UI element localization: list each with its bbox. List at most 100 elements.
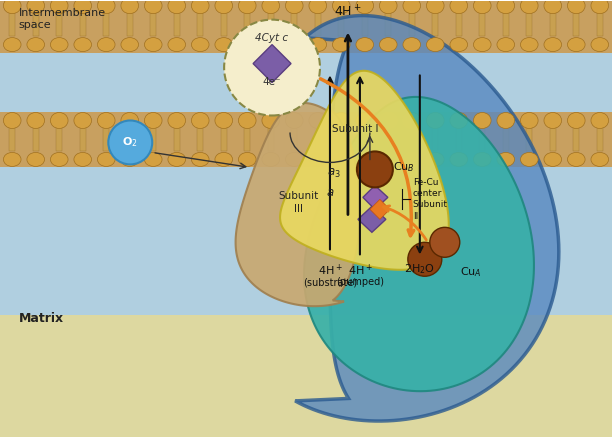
Ellipse shape [427,112,444,128]
Ellipse shape [591,153,608,166]
Ellipse shape [27,112,45,128]
Ellipse shape [332,0,350,14]
Ellipse shape [144,38,162,52]
Ellipse shape [121,38,138,52]
Ellipse shape [4,38,21,52]
FancyBboxPatch shape [456,9,462,36]
FancyBboxPatch shape [291,9,297,36]
FancyBboxPatch shape [9,9,15,36]
Ellipse shape [74,153,92,166]
Ellipse shape [74,112,92,128]
Ellipse shape [285,38,303,52]
Ellipse shape [168,0,185,14]
Text: (substrate): (substrate) [303,277,357,287]
Ellipse shape [4,112,21,128]
FancyBboxPatch shape [432,124,438,151]
FancyBboxPatch shape [526,9,532,36]
Ellipse shape [74,0,92,14]
Ellipse shape [168,38,185,52]
Ellipse shape [309,0,327,14]
Ellipse shape [567,0,585,14]
FancyBboxPatch shape [479,124,485,151]
Ellipse shape [379,38,397,52]
FancyBboxPatch shape [80,9,86,36]
FancyBboxPatch shape [221,124,226,151]
FancyBboxPatch shape [386,9,391,36]
Ellipse shape [144,112,162,128]
Ellipse shape [379,153,397,166]
Ellipse shape [379,112,397,128]
Ellipse shape [309,38,327,52]
Ellipse shape [332,38,350,52]
Ellipse shape [520,112,538,128]
Ellipse shape [379,0,397,14]
FancyBboxPatch shape [550,124,556,151]
Ellipse shape [520,0,538,14]
Polygon shape [295,16,559,421]
Ellipse shape [285,112,303,128]
Ellipse shape [544,0,562,14]
Polygon shape [304,97,534,391]
Ellipse shape [450,0,468,14]
FancyBboxPatch shape [338,124,344,151]
Ellipse shape [27,0,45,14]
FancyBboxPatch shape [244,124,250,151]
Text: 2H$_2$O: 2H$_2$O [405,262,435,276]
Ellipse shape [4,153,21,166]
FancyBboxPatch shape [1,112,611,167]
FancyBboxPatch shape [362,9,368,36]
Ellipse shape [332,153,350,166]
Polygon shape [370,199,390,219]
FancyBboxPatch shape [221,9,226,36]
Ellipse shape [403,153,420,166]
Ellipse shape [262,38,280,52]
Ellipse shape [168,112,185,128]
Ellipse shape [450,153,468,166]
Ellipse shape [74,38,92,52]
Ellipse shape [497,0,515,14]
FancyBboxPatch shape [1,1,611,315]
Ellipse shape [50,153,68,166]
Ellipse shape [239,38,256,52]
FancyBboxPatch shape [597,124,603,151]
Ellipse shape [97,38,115,52]
Ellipse shape [403,38,420,52]
Text: 4H$^+$: 4H$^+$ [348,262,372,277]
Ellipse shape [262,0,280,14]
FancyBboxPatch shape [362,124,368,151]
Ellipse shape [567,112,585,128]
Circle shape [224,20,320,115]
Ellipse shape [215,38,233,52]
Ellipse shape [121,0,138,14]
Ellipse shape [239,112,256,128]
FancyBboxPatch shape [291,124,297,151]
Ellipse shape [520,153,538,166]
Ellipse shape [520,38,538,52]
Text: 4H$^+$: 4H$^+$ [334,4,362,20]
Ellipse shape [121,112,138,128]
Ellipse shape [192,112,209,128]
Text: O$_2$: O$_2$ [122,135,138,149]
Ellipse shape [144,153,162,166]
Ellipse shape [27,153,45,166]
FancyBboxPatch shape [56,9,62,36]
FancyBboxPatch shape [174,124,180,151]
Ellipse shape [474,153,491,166]
Ellipse shape [474,38,491,52]
FancyBboxPatch shape [573,9,580,36]
Ellipse shape [497,112,515,128]
FancyBboxPatch shape [32,9,39,36]
Ellipse shape [121,153,138,166]
FancyBboxPatch shape [80,124,86,151]
FancyBboxPatch shape [150,9,156,36]
FancyBboxPatch shape [409,124,415,151]
Ellipse shape [474,0,491,14]
FancyBboxPatch shape [197,124,203,151]
Text: Cu$_B$: Cu$_B$ [393,160,415,174]
FancyBboxPatch shape [573,124,580,151]
Ellipse shape [27,38,45,52]
Ellipse shape [4,0,21,14]
Text: Intermembrane
space: Intermembrane space [18,8,105,30]
Polygon shape [253,45,291,83]
FancyBboxPatch shape [503,9,509,36]
